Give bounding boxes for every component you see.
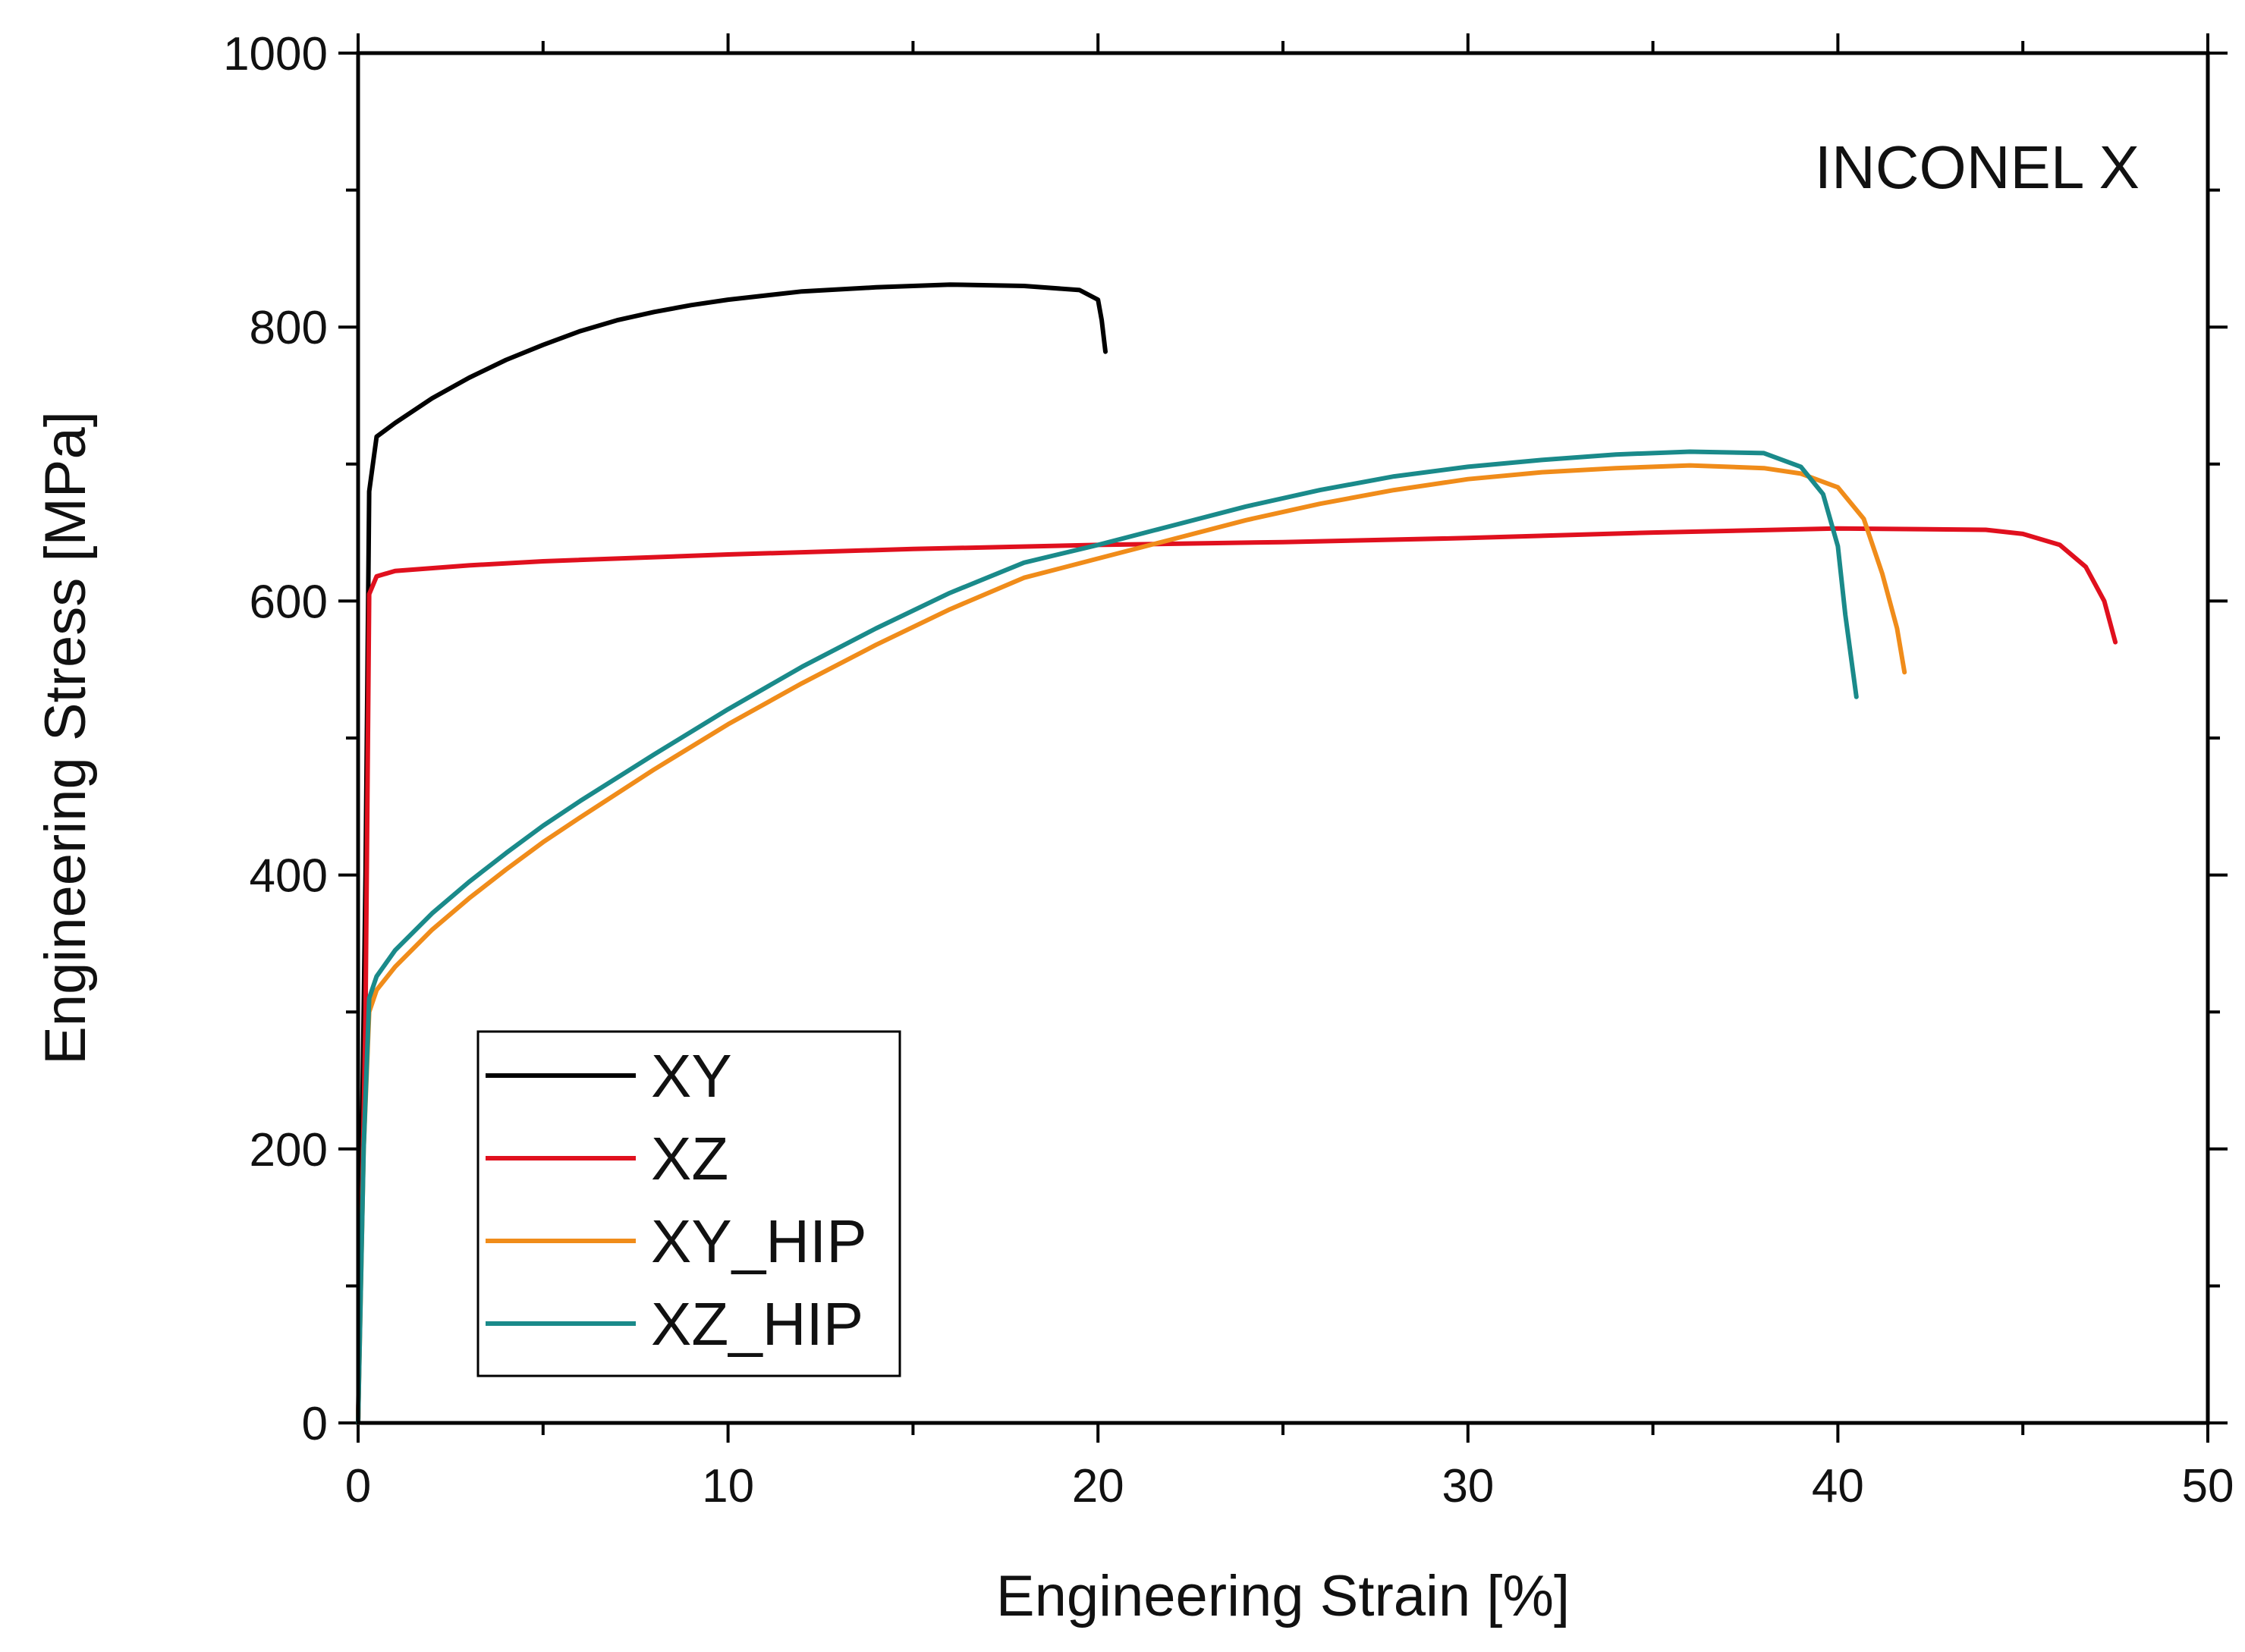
series-line-xy (356, 282, 1108, 1425)
series-line-xy-hip (356, 463, 1907, 1425)
legend-label: XY (651, 1042, 732, 1110)
series-line-xz-hip (356, 449, 1859, 1425)
legend-label: XZ (651, 1125, 728, 1192)
y-tick-labels: 0 200 400 600 800 1000 (223, 28, 328, 1450)
axis-ticks (338, 33, 2228, 1443)
y-tick-label: 0 (302, 1398, 328, 1450)
x-tick-label: 30 (1442, 1460, 1494, 1512)
x-tick-labels: 0 10 20 30 40 50 (345, 1460, 2234, 1512)
y-tick-label: 600 (250, 576, 328, 628)
y-tick-label: 400 (250, 850, 328, 903)
y-axis-title: Engineering Stress [MPa] (33, 411, 98, 1065)
y-tick-label: 1000 (223, 28, 328, 80)
x-tick-label: 0 (345, 1460, 371, 1512)
x-tick-label: 20 (1072, 1460, 1124, 1512)
legend-box (476, 1030, 901, 1377)
series-layer (356, 282, 2118, 1425)
x-axis-title: Engineering Strain [%] (996, 1564, 1570, 1628)
x-tick-label: 50 (2182, 1460, 2234, 1512)
legend-label: XY_HIP (651, 1208, 867, 1275)
y-tick-label: 800 (250, 302, 328, 354)
legend-label: XZ_HIP (651, 1290, 863, 1358)
x-tick-label: 10 (702, 1460, 754, 1512)
plot-frame (356, 51, 2210, 1425)
series-line-xz (356, 526, 2118, 1425)
chart-annotation: INCONEL X (1815, 133, 2140, 201)
y-tick-label: 200 (250, 1124, 328, 1176)
legend: XY XZ XY_HIP XZ_HIP (476, 1030, 901, 1377)
x-tick-label: 40 (1812, 1460, 1864, 1512)
